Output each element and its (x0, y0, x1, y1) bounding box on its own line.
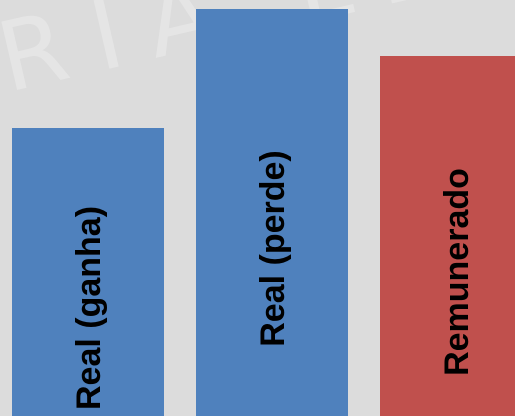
bar-label: Real (ganha) (70, 206, 108, 410)
bar-real-ganha (12, 128, 164, 416)
bar-remunerado (380, 56, 515, 416)
bars-layer (12, 9, 515, 416)
bar-label: Real (perde) (254, 150, 292, 347)
bar-label: Remunerado (438, 168, 476, 376)
bar-labels-layer: Real (ganha) Real (perde) Remunerado (70, 150, 476, 410)
bar-real-perde (196, 9, 348, 416)
